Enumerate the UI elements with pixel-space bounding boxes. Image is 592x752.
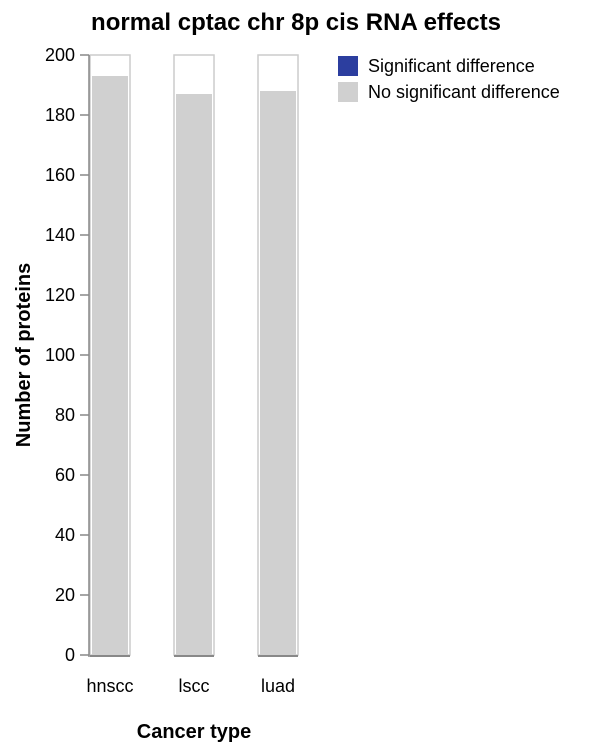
x-axis-title: Cancer type (137, 721, 252, 743)
bar-lscc-series-1 (176, 94, 212, 655)
x-axis: hnscc lscc luad (86, 676, 295, 696)
y-tick-label: 140 (45, 225, 75, 245)
y-tick-label: 200 (45, 45, 75, 65)
legend-label: No significant difference (368, 82, 560, 102)
x-tick-label: hnscc (86, 676, 133, 696)
x-tick-label: lscc (179, 676, 210, 696)
legend-swatch (338, 56, 358, 76)
y-tick-label: 180 (45, 105, 75, 125)
bar-luad-series-1 (260, 91, 296, 655)
y-tick-label: 40 (55, 525, 75, 545)
y-tick-label: 80 (55, 405, 75, 425)
y-tick-label: 120 (45, 285, 75, 305)
y-tick-label: 20 (55, 585, 75, 605)
y-axis-title: Number of proteins (13, 263, 35, 447)
plot-area (89, 54, 299, 657)
y-tick-label: 160 (45, 165, 75, 185)
chart-title: normal cptac chr 8p cis RNA effects (91, 9, 501, 36)
y-tick-label: 100 (45, 345, 75, 365)
legend-swatch (338, 82, 358, 102)
y-tick-label: 60 (55, 465, 75, 485)
bar-hnscc-series-1 (92, 76, 128, 655)
y-tick-label: 0 (65, 645, 75, 665)
x-tick-label: luad (261, 676, 295, 696)
legend-label: Significant difference (368, 56, 535, 76)
legend: Significant difference No significant dif… (338, 56, 560, 102)
y-axis: 0 20 40 60 80 100 120 140 160 180 200 (45, 45, 90, 665)
